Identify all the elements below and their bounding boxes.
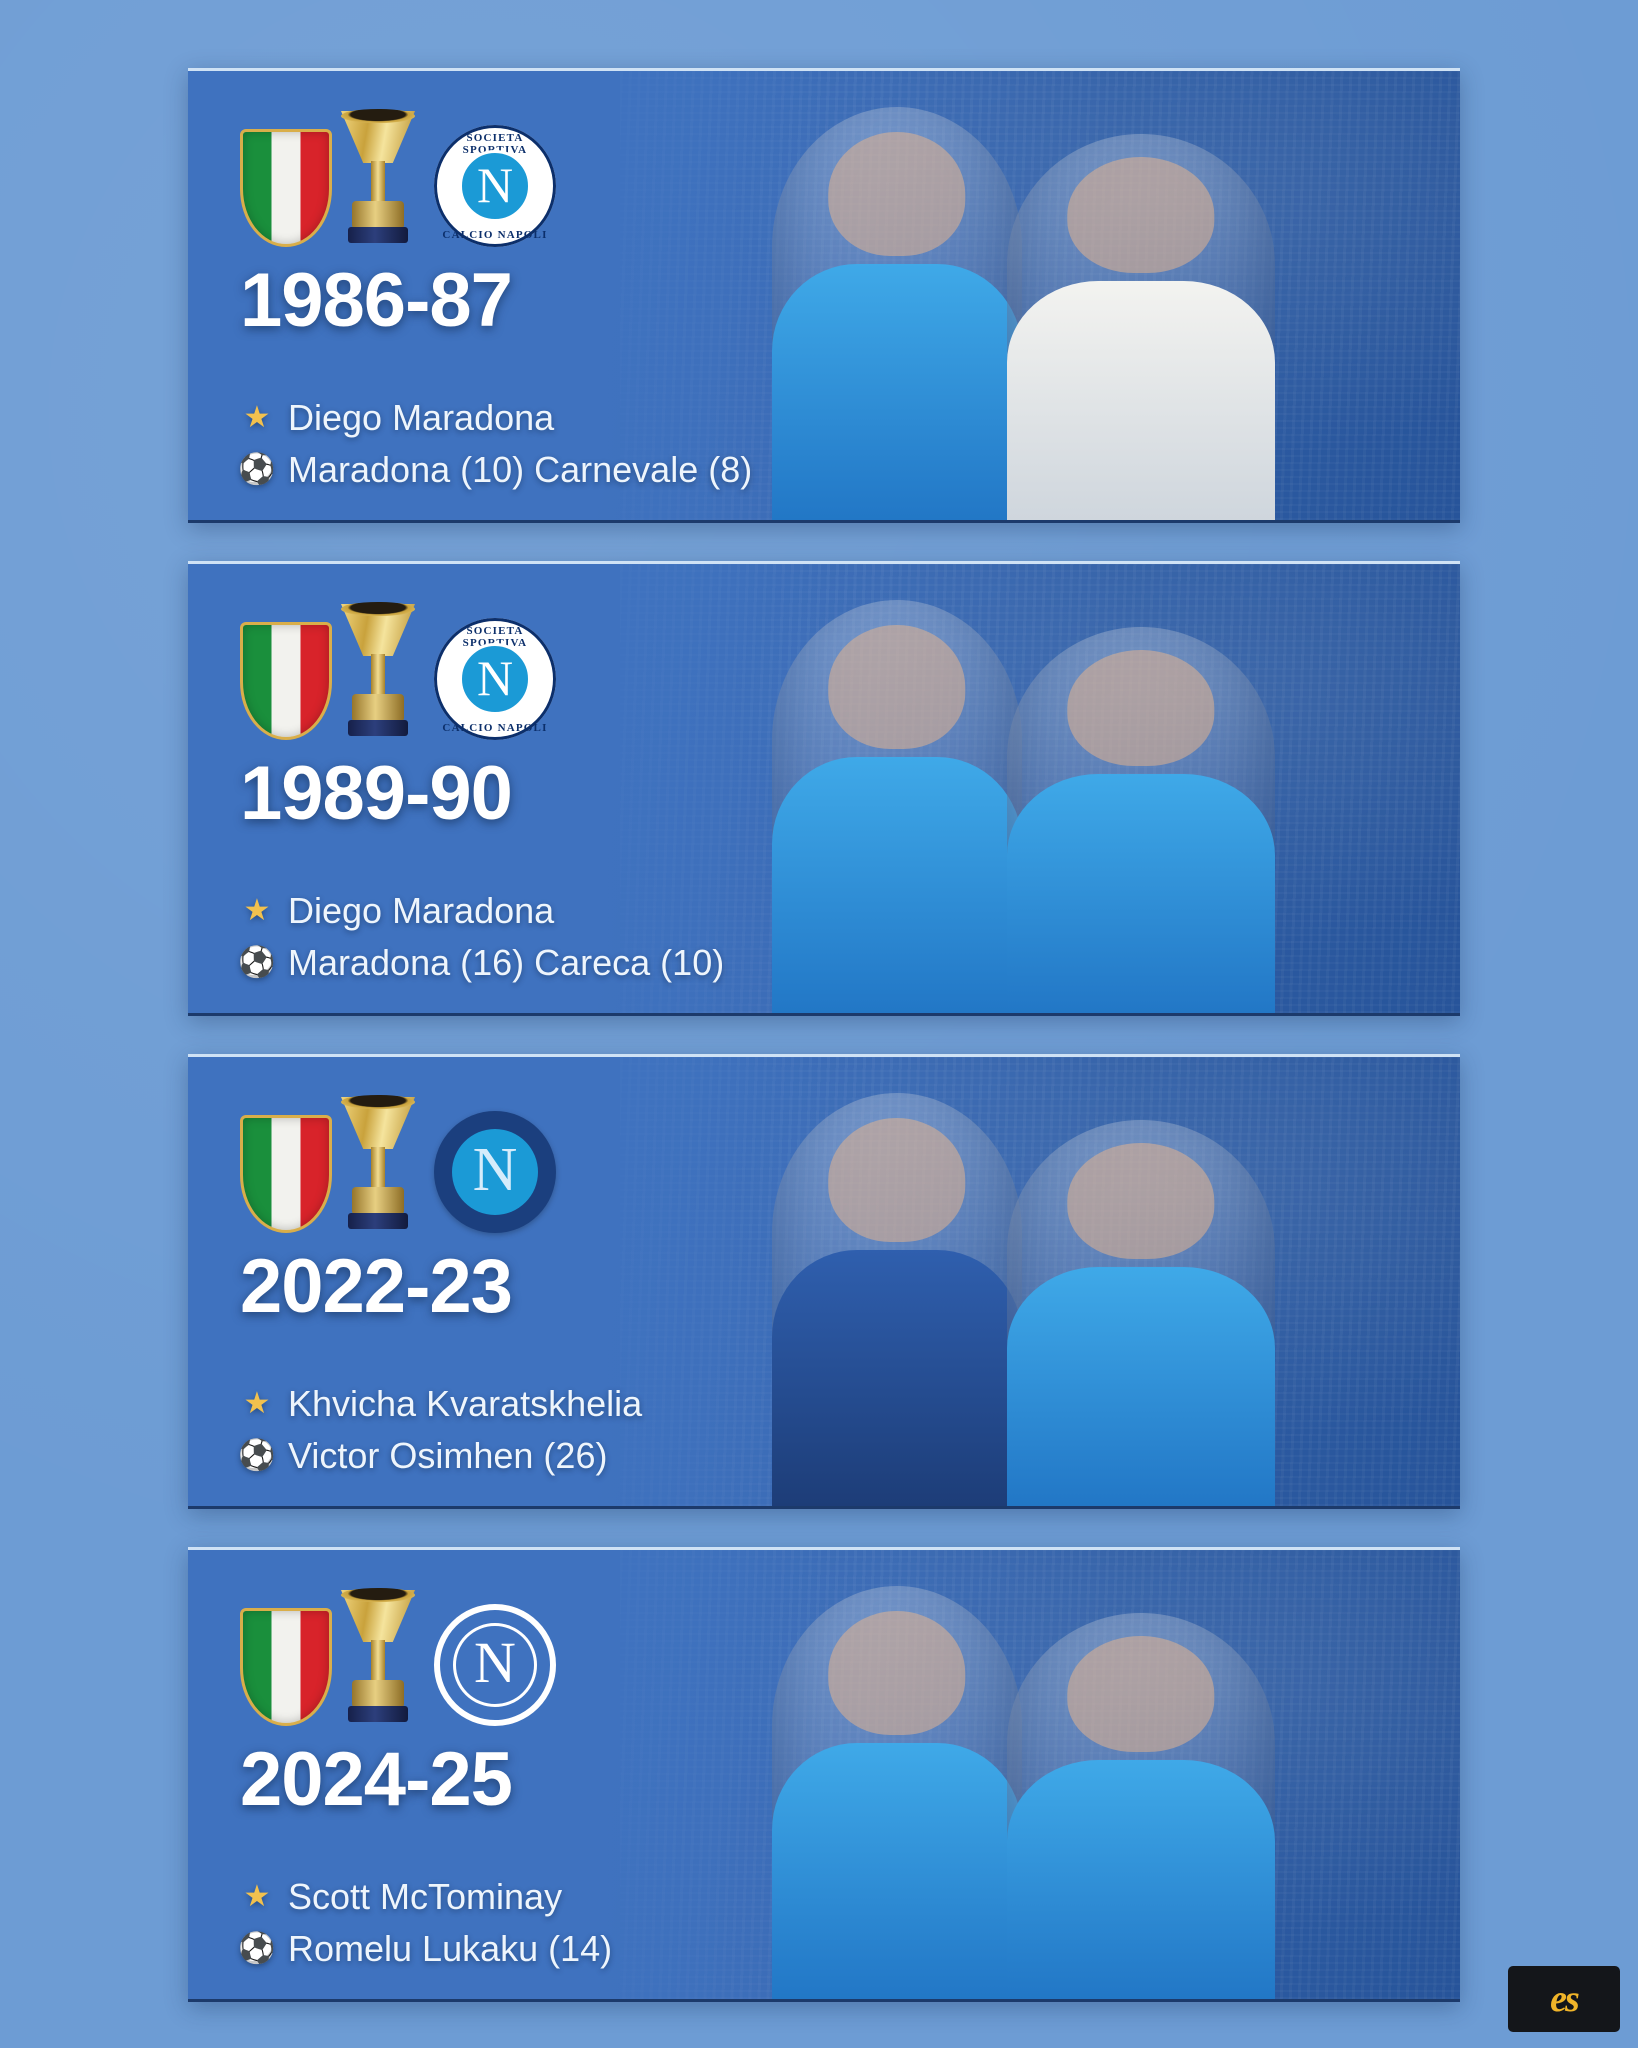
card-info: N 2024-25 ★ Scott McTominay ⚽ Romelu Luk… <box>238 1584 800 1978</box>
card-info: SOCIETA SPORTIVA N CALCIO NAPOLI 1989-90… <box>238 598 800 992</box>
trophy-badge-group: SOCIETA SPORTIVA N CALCIO NAPOLI <box>240 598 800 740</box>
season-stats: ★ Scott McTominay ⚽ Romelu Lukaku (14) <box>238 1874 800 1972</box>
napoli-crest-icon: SOCIETA SPORTIVA N CALCIO NAPOLI <box>434 618 556 740</box>
player-photo <box>771 1585 1022 1999</box>
crest-bottom-text: CALCIO NAPOLI <box>442 229 548 241</box>
player-torso <box>1006 1759 1275 1999</box>
player-photo <box>771 1092 1022 1506</box>
crest-letter: N <box>472 1135 518 1204</box>
player-of-season-row: ★ Khvicha Kvaratskhelia <box>240 1381 800 1427</box>
player-of-season-label: Diego Maradona <box>288 397 555 438</box>
player-photo <box>771 106 1022 520</box>
trophy-badge-group: N <box>240 1091 800 1233</box>
player-torso <box>1006 773 1275 1013</box>
player-torso <box>771 756 1022 1013</box>
player-photo <box>1006 133 1275 520</box>
ball-icon: ⚽ <box>238 946 276 980</box>
season-card-list: SOCIETA SPORTIVA N CALCIO NAPOLI 1986-87… <box>188 68 1460 2040</box>
player-of-season-row: ★ Diego Maradona <box>240 888 800 934</box>
scudetto-shield-icon <box>240 129 332 247</box>
scudetto-shield-icon <box>240 622 332 740</box>
player-head <box>827 1610 966 1735</box>
scudetto-shield-icon <box>240 1115 332 1233</box>
crest-bottom-text: CALCIO NAPOLI <box>442 722 548 734</box>
card-info: SOCIETA SPORTIVA N CALCIO NAPOLI 1986-87… <box>238 105 800 499</box>
trophy-badge-group: SOCIETA SPORTIVA N CALCIO NAPOLI <box>240 105 800 247</box>
season-stats: ★ Diego Maradona ⚽ Maradona (10) Carneva… <box>238 395 800 493</box>
season-card[interactable]: N 2024-25 ★ Scott McTominay ⚽ Romelu Luk… <box>188 1547 1460 2002</box>
ball-icon: ⚽ <box>238 1932 276 1966</box>
player-head <box>1066 1636 1215 1752</box>
top-scorers-label: Victor Osimhen (26) <box>288 1435 608 1477</box>
player-head <box>1066 157 1215 273</box>
trophy-icon <box>330 107 426 247</box>
player-photo <box>1006 1612 1275 1999</box>
top-scorers-label: Maradona (16) Careca (10) <box>288 942 725 984</box>
scudetto-shield-icon <box>240 1608 332 1726</box>
season-card[interactable]: N 2022-23 ★ Khvicha Kvaratskhelia ⚽ Vict… <box>188 1054 1460 1509</box>
player-photo <box>1006 1119 1275 1506</box>
top-scorers-row: ⚽ Romelu Lukaku (14) <box>238 1926 800 1972</box>
ball-icon: ⚽ <box>238 453 276 487</box>
season-title: 2022-23 <box>240 1244 513 1329</box>
trophy-badge-group: N <box>240 1584 800 1726</box>
top-scorers-label: Maradona (10) Carnevale (8) <box>288 449 753 491</box>
star-icon: ★ <box>243 1387 271 1421</box>
napoli-crest-icon: N <box>434 1111 556 1233</box>
player-torso <box>771 1742 1022 1999</box>
crest-letter: N <box>474 1630 516 1695</box>
season-card[interactable]: SOCIETA SPORTIVA N CALCIO NAPOLI 1989-90… <box>188 561 1460 1016</box>
trophy-icon <box>330 600 426 740</box>
player-head <box>827 1117 966 1242</box>
season-stats: ★ Khvicha Kvaratskhelia ⚽ Victor Osimhen… <box>238 1381 800 1479</box>
season-card[interactable]: SOCIETA SPORTIVA N CALCIO NAPOLI 1986-87… <box>188 68 1460 523</box>
napoli-crest-icon: SOCIETA SPORTIVA N CALCIO NAPOLI <box>434 125 556 247</box>
top-scorers-row: ⚽ Maradona (16) Careca (10) <box>238 940 800 986</box>
ball-icon: ⚽ <box>238 1439 276 1473</box>
star-icon: ★ <box>243 894 271 928</box>
player-photo <box>771 599 1022 1013</box>
player-head <box>827 624 966 749</box>
player-torso <box>1006 1266 1275 1506</box>
trophy-icon <box>330 1093 426 1233</box>
player-of-season-label: Diego Maradona <box>288 890 555 931</box>
player-of-season-label: Scott McTominay <box>288 1876 563 1917</box>
top-scorers-label: Romelu Lukaku (14) <box>288 1928 613 1970</box>
player-head <box>1066 650 1215 766</box>
player-of-season-row: ★ Scott McTominay <box>240 1874 800 1920</box>
star-icon: ★ <box>243 1880 271 1914</box>
top-scorers-row: ⚽ Maradona (10) Carnevale (8) <box>238 447 800 493</box>
player-head <box>1066 1143 1215 1259</box>
player-head <box>827 131 966 256</box>
season-stats: ★ Diego Maradona ⚽ Maradona (16) Careca … <box>238 888 800 986</box>
player-of-season-row: ★ Diego Maradona <box>240 395 800 441</box>
card-info: N 2022-23 ★ Khvicha Kvaratskhelia ⚽ Vict… <box>238 1091 800 1485</box>
player-torso <box>771 1249 1022 1506</box>
crest-letter: N <box>476 649 514 706</box>
player-photo <box>1006 626 1275 1013</box>
season-title: 1986-87 <box>240 258 513 343</box>
season-title: 1989-90 <box>240 751 513 836</box>
season-title: 2024-25 <box>240 1737 513 1822</box>
napoli-crest-icon: N <box>434 1604 556 1726</box>
player-of-season-label: Khvicha Kvaratskhelia <box>288 1383 643 1424</box>
crest-letter: N <box>476 156 514 213</box>
top-scorers-row: ⚽ Victor Osimhen (26) <box>238 1433 800 1479</box>
watermark-label: es <box>1550 1978 1580 2020</box>
watermark-logo: es <box>1508 1966 1620 2032</box>
trophy-icon <box>330 1586 426 1726</box>
player-torso <box>1006 280 1275 520</box>
player-torso <box>771 263 1022 520</box>
star-icon: ★ <box>243 401 271 435</box>
